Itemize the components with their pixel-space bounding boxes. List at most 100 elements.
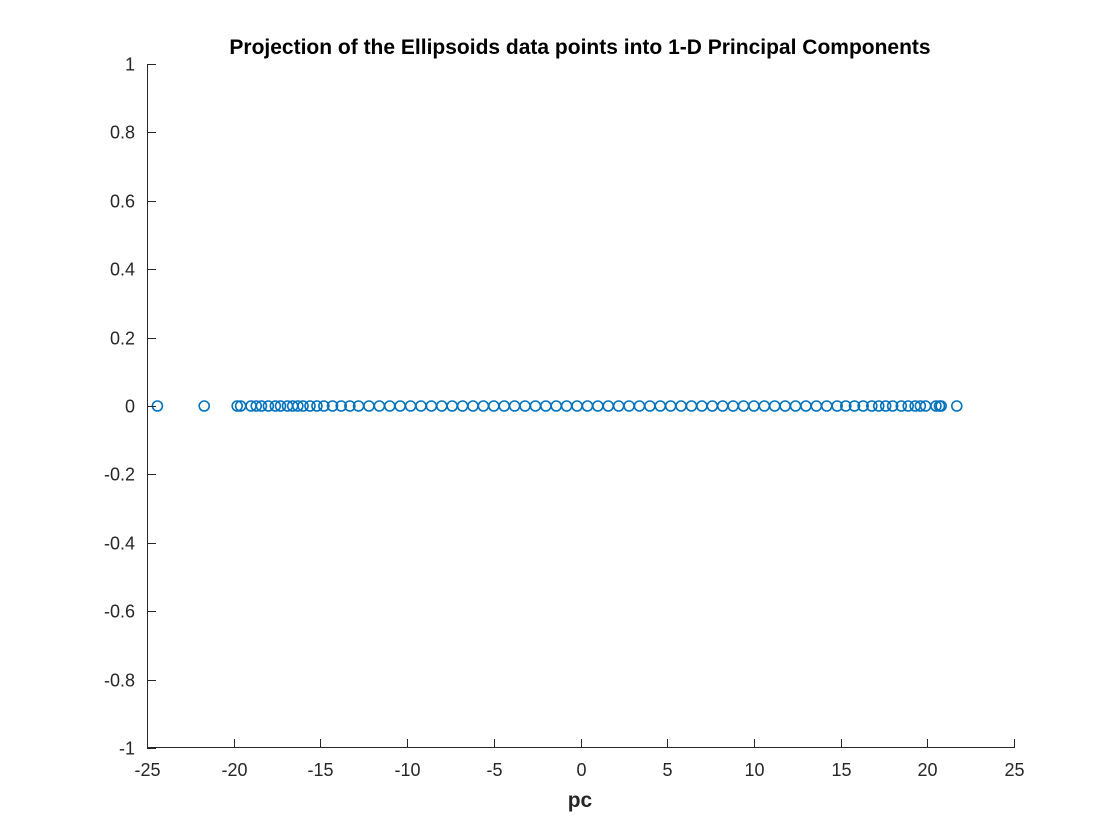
data-point xyxy=(446,400,458,412)
data-point xyxy=(633,400,646,412)
data-point xyxy=(394,400,406,412)
data-point xyxy=(269,400,282,412)
data-point xyxy=(768,400,781,412)
data-point xyxy=(789,400,802,412)
data-point xyxy=(623,400,635,412)
x-tick-label: -15 xyxy=(307,760,333,780)
data-point xyxy=(664,400,677,412)
data-point xyxy=(456,400,469,412)
data-point xyxy=(716,400,729,412)
data-point xyxy=(231,400,243,412)
x-tick-label: -10 xyxy=(394,760,420,780)
data-point xyxy=(415,400,427,412)
data-point xyxy=(886,400,899,412)
data-point xyxy=(560,400,573,412)
data-point xyxy=(654,400,667,412)
data-point xyxy=(498,400,511,412)
data-point xyxy=(297,400,309,412)
y-tick-label: 0.2 xyxy=(110,329,135,349)
data-point xyxy=(304,400,316,412)
data-point xyxy=(857,400,869,412)
data-point xyxy=(335,400,348,412)
data-point xyxy=(262,400,275,412)
data-point xyxy=(930,400,942,412)
data-point xyxy=(373,400,386,412)
x-tick-label: -20 xyxy=(221,760,247,780)
data-point xyxy=(914,400,927,412)
data-point xyxy=(840,400,852,412)
data-point xyxy=(404,400,417,412)
data-point xyxy=(831,400,843,412)
data-point xyxy=(581,400,594,412)
data-point xyxy=(895,400,908,412)
y-tick-label: 0 xyxy=(125,397,135,417)
y-tick-label: -0.4 xyxy=(104,534,135,554)
x-tick-label: -5 xyxy=(486,760,502,780)
data-points xyxy=(151,400,963,412)
data-point xyxy=(326,400,339,412)
y-tick-label: -1 xyxy=(119,739,135,759)
data-point xyxy=(727,400,739,412)
y-tick-label: 0.6 xyxy=(110,192,135,212)
data-point xyxy=(879,400,892,412)
data-point xyxy=(318,400,330,412)
x-tick-label: 10 xyxy=(744,760,764,780)
data-point xyxy=(872,400,885,412)
data-point xyxy=(198,400,211,412)
x-axis-label: pc xyxy=(568,789,593,812)
data-point xyxy=(255,400,268,412)
y-tick-label: 0.8 xyxy=(110,123,135,143)
data-point xyxy=(810,400,823,412)
data-point xyxy=(477,400,490,412)
data-point xyxy=(748,400,760,412)
data-point xyxy=(508,400,521,412)
data-point xyxy=(779,400,791,412)
data-point xyxy=(435,400,448,412)
x-tick-label: 15 xyxy=(831,760,851,780)
y-ticks: -1 -0.8 -0.6 -0.4 -0.2 0 0.2 0.4 0.6 0.8 1 xyxy=(104,55,156,759)
chart-title: Projection of the Ellipsoids data points… xyxy=(229,36,930,59)
data-point xyxy=(935,400,947,412)
data-point xyxy=(675,400,687,412)
data-point xyxy=(848,400,861,412)
data-point xyxy=(383,400,396,412)
data-point xyxy=(311,400,323,412)
data-point xyxy=(487,400,500,412)
data-point xyxy=(274,400,287,412)
data-point xyxy=(540,400,552,412)
data-point xyxy=(550,400,563,412)
data-point xyxy=(685,400,698,412)
data-point xyxy=(950,400,963,412)
x-ticks: -25 -20 -15 -10 -5 0 5 10 15 20 25 xyxy=(134,739,1025,780)
data-point xyxy=(602,400,615,412)
data-point xyxy=(758,400,771,412)
data-point xyxy=(344,400,356,412)
data-point xyxy=(292,400,304,412)
x-tick-label: 25 xyxy=(1004,760,1024,780)
data-point xyxy=(592,400,604,412)
data-point xyxy=(696,400,708,412)
x-tick-label: 20 xyxy=(917,760,937,780)
data-point xyxy=(866,400,878,412)
data-point xyxy=(363,400,375,412)
x-tick-label: -25 xyxy=(134,760,160,780)
data-point xyxy=(571,400,583,412)
y-tick-label: -0.6 xyxy=(104,602,135,622)
data-point xyxy=(800,400,812,412)
data-point xyxy=(425,400,438,412)
y-tick-label: 1 xyxy=(125,55,135,75)
data-point xyxy=(737,400,750,412)
data-point xyxy=(519,400,531,412)
data-point xyxy=(644,400,656,412)
data-point xyxy=(612,400,625,412)
data-point xyxy=(902,400,915,412)
x-tick-label: 0 xyxy=(576,760,586,780)
data-point xyxy=(250,400,263,412)
y-tick-label: -0.2 xyxy=(104,465,135,485)
data-point xyxy=(529,400,542,412)
data-point xyxy=(467,400,479,412)
data-point xyxy=(820,400,833,412)
data-point xyxy=(706,400,719,412)
